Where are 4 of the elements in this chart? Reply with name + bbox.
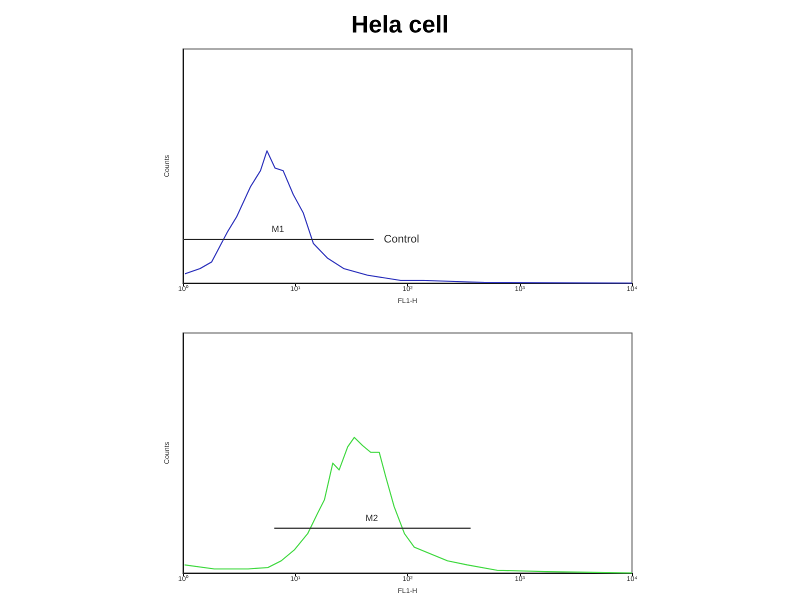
annotation: M1 — [272, 224, 284, 234]
chart-title: Hela cell — [351, 12, 449, 38]
annotation: M2 — [365, 512, 378, 523]
annotation: Control — [384, 233, 420, 246]
